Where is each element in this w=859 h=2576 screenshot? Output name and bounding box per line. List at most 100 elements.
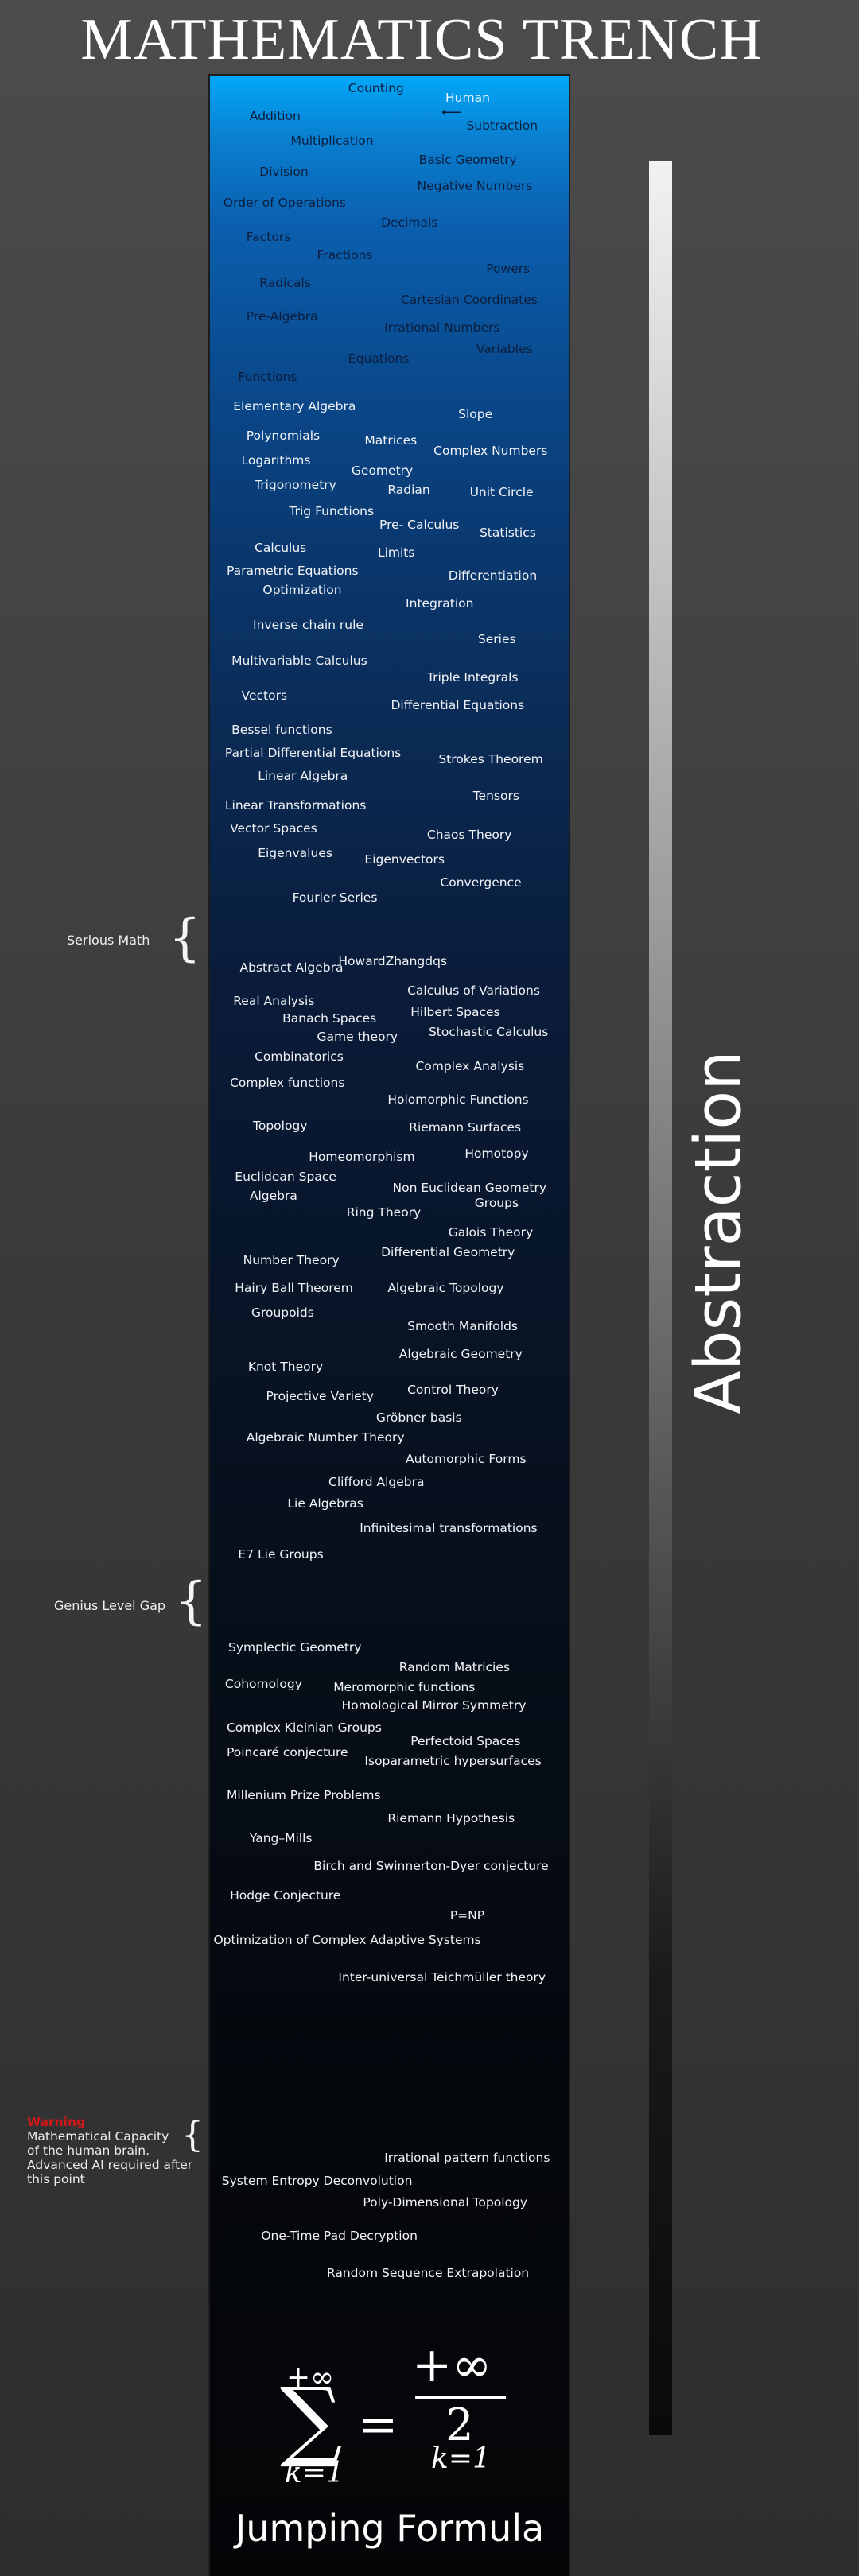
- topic-label: Partial Differential Equations: [224, 745, 402, 760]
- topic-label: Complex Numbers: [433, 443, 548, 458]
- topic-label: Complex Kleinian Groups: [226, 1721, 382, 1736]
- topic-label: Meromorphic functions: [333, 1679, 476, 1694]
- fraction-numerator: +∞: [412, 2337, 492, 2393]
- topic-label: Inverse chain rule: [253, 617, 363, 632]
- topic-label: Basic Geometry: [418, 153, 517, 168]
- topic-label: Yang–Mills: [249, 1830, 313, 1845]
- topic-label: Pre-Algebra: [246, 308, 318, 324]
- topic-label: Complex Analysis: [415, 1059, 525, 1074]
- topic-label: Irrational pattern functions: [384, 2151, 550, 2166]
- topic-label: Limits: [377, 545, 415, 560]
- topic-label: Projective Variety: [266, 1389, 374, 1404]
- topic-label: Matrices: [364, 433, 418, 448]
- topic-label: E7 Lie Groups: [238, 1546, 324, 1562]
- topic-label: Non Euclidean Geometry: [392, 1181, 547, 1196]
- topic-label: Hodge Conjecture: [230, 1888, 341, 1903]
- warning-line: Advanced AI required after: [27, 2158, 193, 2172]
- page-title: MATHEMATICS TRENCH: [80, 7, 763, 72]
- topic-label: Control Theory: [407, 1383, 499, 1398]
- topic-label: Eigenvalues: [258, 845, 332, 860]
- topic-label: Clifford Algebra: [328, 1474, 425, 1489]
- topic-label: Pre- Calculus: [379, 517, 460, 532]
- topic-label: Groupoids: [251, 1305, 314, 1320]
- topic-label: Trigonometry: [255, 478, 336, 493]
- topic-label: Euclidean Space: [235, 1169, 336, 1184]
- topic-label: Elementary Algebra: [233, 399, 356, 414]
- jumping-formula: +∞ ∑ k=1 = +∞ 2 k=1: [270, 2337, 525, 2489]
- topic-label: Radian: [387, 483, 430, 498]
- topic-label: Polynomials: [246, 429, 321, 444]
- topic-label: Logarithms: [241, 453, 311, 468]
- topic-label: Variables: [476, 341, 533, 356]
- topic-label: Multivariable Calculus: [231, 654, 367, 669]
- brace-icon: {: [169, 909, 201, 968]
- topic-label: Homological Mirror Symmetry: [341, 1697, 527, 1713]
- topic-label: Lie Algebras: [287, 1496, 363, 1511]
- topic-label: Convergence: [440, 875, 522, 890]
- topic-label: Series: [477, 632, 516, 647]
- topic-label: Symplectic Geometry: [228, 1640, 362, 1655]
- fraction-denominator: 2: [445, 2399, 474, 2451]
- topic-label: Cohomology: [224, 1676, 302, 1691]
- topic-label: Tensors: [472, 788, 519, 803]
- fraction-bar: [415, 2396, 506, 2399]
- topic-label: Slope: [458, 407, 493, 422]
- warning-line: this point: [27, 2172, 85, 2186]
- topic-label: Unit Circle: [469, 484, 534, 499]
- topic-label: Random Sequence Extrapolation: [326, 2266, 530, 2281]
- topic-label: Parametric Equations: [226, 563, 359, 578]
- sigma-symbol: ∑: [280, 2368, 343, 2470]
- topic-label: Stochastic Calculus: [428, 1024, 549, 1039]
- abstraction-label: Abstraction: [681, 1050, 756, 1414]
- topic-label: Riemann Hypothesis: [387, 1811, 515, 1826]
- topic-label: Fractions: [317, 248, 373, 263]
- topic-label: Calculus of Variations: [407, 983, 540, 999]
- topic-label: Linear Transformations: [224, 797, 367, 813]
- topic-label: Vector Spaces: [230, 821, 317, 836]
- warning-title: Warning: [27, 2115, 86, 2129]
- topic-label: Strokes Theorem: [438, 752, 543, 767]
- topic-label: Calculus: [255, 540, 307, 555]
- topic-label: Division: [259, 164, 309, 179]
- topic-label: Trig Functions: [289, 504, 375, 519]
- topic-label: Homotopy: [464, 1146, 529, 1161]
- topic-label: Subtraction: [466, 118, 538, 133]
- topic-label: Bessel functions: [231, 722, 332, 737]
- topic-label: Triple Integrals: [426, 669, 519, 685]
- topic-label: Gröbner basis: [375, 1410, 462, 1426]
- topic-label: Combinatorics: [255, 1049, 344, 1064]
- topic-label: Random Matricies: [398, 1660, 510, 1675]
- topic-label: Poly-Dimensional Topology: [363, 2195, 527, 2210]
- topic-label: Riemann Surfaces: [409, 1119, 522, 1135]
- topic-label: Chaos Theory: [426, 828, 512, 843]
- topic-label: Vectors: [241, 688, 288, 703]
- warning-line: of the human brain.: [27, 2143, 150, 2158]
- topic-label: Game theory: [317, 1030, 398, 1045]
- topic-label: Banach Spaces: [282, 1011, 377, 1026]
- human-marker: Human: [445, 91, 490, 105]
- topic-label: Equations: [348, 351, 410, 367]
- topic-label: Counting: [348, 80, 404, 95]
- topic-label: Decimals: [381, 215, 438, 230]
- topic-label: Inter-universal Teichmüller theory: [338, 1970, 546, 1985]
- topic-label: Perfectoid Spaces: [410, 1733, 521, 1748]
- topic-label: Eigenvectors: [364, 852, 445, 867]
- topic-label: Functions: [238, 369, 297, 384]
- topic-label: Algebraic Geometry: [398, 1346, 523, 1361]
- topic-label: Complex functions: [230, 1075, 345, 1090]
- topic-label: Addition: [249, 108, 301, 123]
- topic-label: Isoparametric hypersurfaces: [364, 1753, 542, 1768]
- topic-label: Birch and Swinnerton-Dyer conjecture: [313, 1858, 549, 1873]
- topic-label: Real Analysis: [233, 993, 315, 1008]
- brace-icon: {: [181, 2115, 204, 2155]
- topic-label: Galois Theory: [448, 1224, 534, 1240]
- topic-label: P=NP: [449, 1907, 485, 1922]
- genius-gap-label: Genius Level Gap: [54, 1598, 166, 1613]
- topic-label: Smooth Manifolds: [407, 1318, 519, 1333]
- sum-lower-limit: k=1: [285, 2457, 344, 2489]
- topic-label: Holomorphic Functions: [387, 1092, 529, 1107]
- serious-math-label: Serious Math: [67, 933, 150, 948]
- topic-label: Knot Theory: [247, 1360, 324, 1375]
- topic-label: Algebraic Number Theory: [246, 1430, 405, 1445]
- formula-caption: Jumping Formula: [235, 2507, 545, 2550]
